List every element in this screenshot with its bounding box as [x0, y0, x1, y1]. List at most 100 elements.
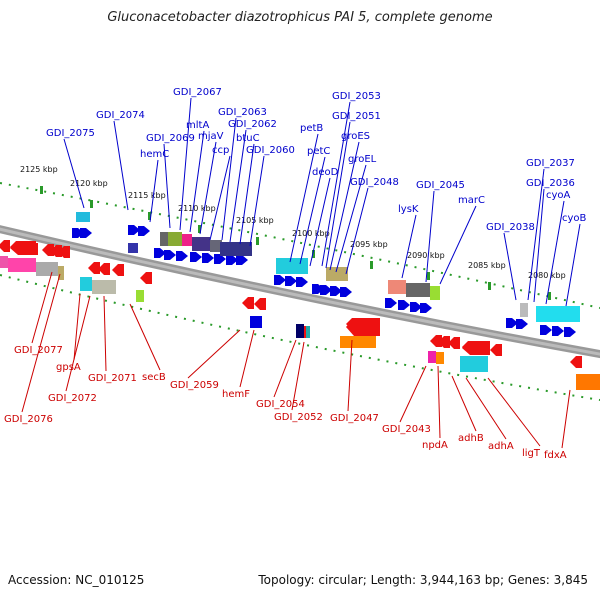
forward-gene-label: btuC	[236, 133, 260, 144]
genome-summary-text: Topology: circular; Length: 3,944,163 bp…	[258, 573, 588, 587]
forward-label-line	[179, 97, 192, 231]
feature-block	[8, 258, 36, 272]
forward-label-line	[335, 164, 367, 273]
forward-label-line	[401, 214, 417, 279]
forward-gene-arrow	[516, 319, 528, 329]
reverse-label-line	[451, 375, 477, 432]
reverse-gene-label: gpsA	[56, 362, 81, 373]
reverse-gene-label: GDI_2052	[274, 412, 323, 423]
reverse-label-line	[465, 377, 507, 440]
forward-gene-arrow	[202, 253, 214, 263]
forward-label-line	[221, 117, 237, 241]
forward-label-line	[209, 155, 231, 241]
forward-label-line	[239, 143, 255, 245]
reverse-label-line	[73, 293, 81, 361]
scale-tick-label: 2080 kbp	[528, 271, 566, 280]
forward-label-line	[299, 156, 326, 265]
forward-gene-arrow	[410, 302, 422, 312]
forward-gene-arrow	[190, 252, 202, 262]
feature-block	[36, 262, 58, 276]
forward-label-line	[425, 190, 435, 283]
forward-gene-arrow	[340, 287, 352, 297]
forward-gene-label: petB	[300, 123, 323, 134]
forward-label-line	[199, 141, 217, 235]
forward-gene-label: GDI_2045	[416, 180, 465, 191]
feature-block	[210, 240, 222, 252]
forward-gene-label: GDI_2063	[218, 107, 267, 118]
feature-block	[536, 306, 580, 322]
forward-gene-label: GDI_2060	[246, 145, 295, 156]
forward-gene-arrow	[274, 275, 286, 285]
feature-block	[168, 232, 182, 246]
scale-tick-label: 2125 kbp	[20, 165, 58, 174]
reverse-label-line	[291, 341, 305, 411]
forward-gene-arrow	[80, 228, 92, 238]
scale-tick-label: 2100 kbp	[292, 229, 330, 238]
reverse-gene-label: GDI_2047	[330, 413, 379, 424]
forward-gene-label: hemC	[140, 149, 169, 160]
forward-label-line	[321, 101, 351, 267]
reverse-label-line	[273, 339, 297, 398]
scale-tick-mark	[90, 200, 93, 208]
feature-block	[192, 237, 210, 251]
feature-block	[276, 258, 308, 274]
forward-gene-arrow	[226, 255, 238, 265]
reverse-label-line	[487, 377, 541, 447]
reverse-gene-label: adhA	[488, 441, 514, 452]
forward-gene-arrow	[164, 250, 176, 260]
forward-gene-label: GDI_2051	[332, 111, 381, 122]
reverse-gene-arrow	[570, 356, 582, 368]
reverse-gene-label: GDI_2059	[170, 380, 219, 391]
reverse-label-line	[21, 273, 61, 413]
forward-gene-arrow	[330, 286, 342, 296]
feature-block	[340, 336, 376, 348]
reverse-gene-arrow	[430, 335, 442, 347]
feature-block	[92, 280, 116, 294]
reverse-label-line	[561, 389, 571, 449]
scale-tick-label: 2120 kbp	[70, 179, 108, 188]
reverse-label-line	[437, 365, 441, 439]
scale-tick-mark	[427, 272, 430, 280]
forward-gene-label: cyoA	[546, 190, 571, 201]
forward-label-line	[163, 143, 171, 229]
forward-label-line	[503, 232, 517, 301]
reverse-gene-arrow	[346, 318, 380, 336]
forward-gene-label: groES	[341, 131, 370, 142]
reverse-gene-arrow	[462, 341, 490, 355]
forward-gene-label: GDI_2038	[486, 222, 535, 233]
forward-gene-label: petC	[307, 146, 330, 157]
reverse-gene-arrow	[242, 297, 254, 309]
forward-gene-arrow	[154, 248, 166, 258]
reverse-gene-label: GDI_2072	[48, 393, 97, 404]
scale-tick-label: 2105 kbp	[236, 216, 274, 225]
forward-gene-arrow	[540, 325, 552, 335]
reverse-gene-arrow	[10, 241, 36, 255]
forward-label-line	[565, 223, 581, 307]
reverse-gene-label: secB	[142, 372, 166, 383]
reverse-gene-label: hemF	[222, 389, 250, 400]
scale-tick-mark	[148, 212, 151, 220]
scale-tick-label: 2110 kbp	[178, 204, 216, 213]
feature-block	[220, 242, 252, 256]
forward-label-line	[329, 141, 360, 271]
forward-label-line	[113, 120, 129, 211]
reverse-gene-arrow	[42, 244, 54, 256]
scale-tick-mark	[40, 186, 43, 194]
feature-block	[296, 324, 304, 338]
feature-block	[80, 277, 92, 291]
scale-tick-mark	[548, 292, 551, 300]
forward-label-line	[289, 133, 319, 263]
scale-tick-label: 2090 kbp	[407, 251, 445, 260]
reverse-label-line	[65, 295, 91, 392]
forward-gene-label: GDI_2037	[526, 158, 575, 169]
forward-gene-arrow	[176, 251, 188, 261]
forward-gene-label: marC	[458, 195, 485, 206]
forward-label-line	[63, 138, 85, 209]
reverse-gene-arrow	[88, 262, 100, 274]
reverse-gene-arrow	[490, 344, 502, 356]
reverse-gene-label: npdA	[422, 440, 448, 451]
reverse-gene-arrow	[448, 337, 460, 349]
forward-gene-arrow	[214, 254, 226, 264]
forward-gene-arrow	[285, 276, 297, 286]
